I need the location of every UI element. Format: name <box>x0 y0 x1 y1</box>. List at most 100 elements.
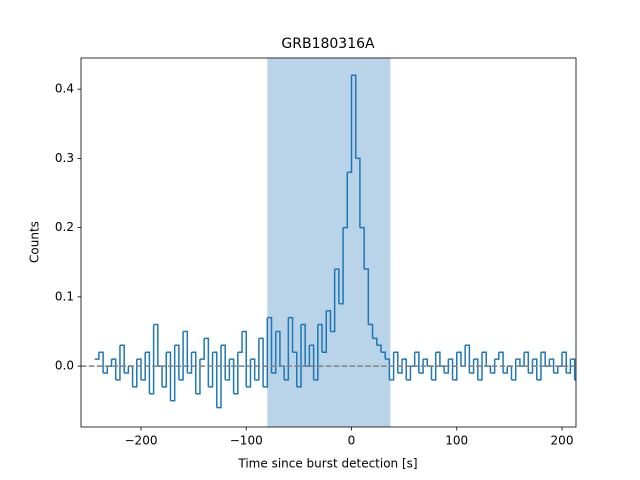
step-segment <box>444 359 450 374</box>
step-segment <box>296 324 302 388</box>
step-segment <box>448 358 454 380</box>
step-segment <box>355 157 361 228</box>
step-segment <box>98 351 104 373</box>
step-segment <box>549 358 555 373</box>
y-tick-label: 0.2 <box>55 220 74 234</box>
plot-area <box>81 58 576 427</box>
step-segment <box>111 358 117 380</box>
x-tick-label: 100 <box>445 434 468 448</box>
x-axis-label: Time since burst detection [s] <box>237 457 417 471</box>
step-segment <box>553 366 559 374</box>
step-segment <box>195 359 201 395</box>
step-segment <box>473 358 479 380</box>
step-segment <box>343 172 349 229</box>
step-segment <box>322 310 327 353</box>
step-segment <box>309 344 315 380</box>
step-segment <box>271 331 277 374</box>
step-segment <box>220 344 226 380</box>
step-segment <box>528 359 534 374</box>
step-segment <box>292 351 298 387</box>
step-segment <box>406 366 412 381</box>
step-segment <box>284 317 290 381</box>
y-tick-label: 0.0 <box>55 359 74 373</box>
step-segment <box>570 358 576 380</box>
step-segment <box>402 358 407 380</box>
step-segment <box>380 351 386 360</box>
step-segment <box>540 351 546 367</box>
step-segment <box>503 366 509 374</box>
step-segment <box>250 358 256 380</box>
step-segment <box>494 352 500 360</box>
step-segment <box>94 352 100 360</box>
step-segment <box>300 323 306 367</box>
step-segment <box>368 323 374 339</box>
step-segment <box>469 359 475 374</box>
step-segment <box>364 268 370 325</box>
step-segment <box>157 365 163 387</box>
step-segment <box>237 331 243 353</box>
step-segment <box>225 359 231 381</box>
step-segment <box>124 366 130 374</box>
step-segment <box>242 330 247 387</box>
x-tick-label: −200 <box>125 434 158 448</box>
step-segment <box>275 330 281 367</box>
step-segment <box>178 331 184 381</box>
step-segment <box>431 352 437 381</box>
step-segment <box>103 366 109 374</box>
step-segment <box>145 351 151 394</box>
x-tick-label: −100 <box>230 434 263 448</box>
step-segment <box>477 352 483 381</box>
x-tick-label: 200 <box>551 434 574 448</box>
step-segment <box>359 226 365 270</box>
step-segment <box>107 359 113 367</box>
step-segment <box>288 316 294 353</box>
step-segment <box>351 74 357 159</box>
step-segment <box>423 358 429 367</box>
step-segment <box>452 352 458 381</box>
step-segment <box>536 352 542 381</box>
step-segment <box>136 358 142 380</box>
step-segment <box>465 344 471 373</box>
step-segment <box>515 358 521 367</box>
step-segment <box>263 317 269 388</box>
chart-title: GRB180316A <box>281 36 375 52</box>
highlight-span <box>267 58 391 427</box>
y-tick-label: 0.4 <box>55 82 74 96</box>
step-segment <box>254 338 260 381</box>
step-segment <box>229 358 235 394</box>
step-segment <box>397 359 403 374</box>
step-segment <box>482 351 487 367</box>
step-segment <box>191 351 197 394</box>
step-segment <box>389 352 395 381</box>
step-segment <box>385 358 391 380</box>
step-segment <box>435 351 441 367</box>
step-segment <box>258 337 264 387</box>
y-tick-label: 0.1 <box>55 289 74 303</box>
step-segment <box>208 352 214 388</box>
step-segment <box>439 365 445 373</box>
step-segment <box>153 323 159 367</box>
step-segment <box>532 358 538 380</box>
step-segment <box>427 365 433 380</box>
step-segment <box>326 309 332 332</box>
step-segment <box>166 351 172 401</box>
step-segment <box>174 344 180 380</box>
step-segment <box>132 359 138 388</box>
step-segment <box>372 337 378 346</box>
step-segment <box>140 352 146 381</box>
step-segment <box>183 330 189 373</box>
step-segment <box>486 365 492 373</box>
step-segment <box>557 352 563 367</box>
step-segment <box>149 324 155 395</box>
step-segment <box>347 75 353 173</box>
step-segment <box>338 227 344 305</box>
step-segment <box>456 351 462 367</box>
axes-frame <box>80 57 577 428</box>
step-segment <box>115 345 121 381</box>
step-segment <box>216 345 222 409</box>
step-segment <box>334 268 340 304</box>
step-segment <box>490 359 496 374</box>
step-segment <box>376 344 382 353</box>
